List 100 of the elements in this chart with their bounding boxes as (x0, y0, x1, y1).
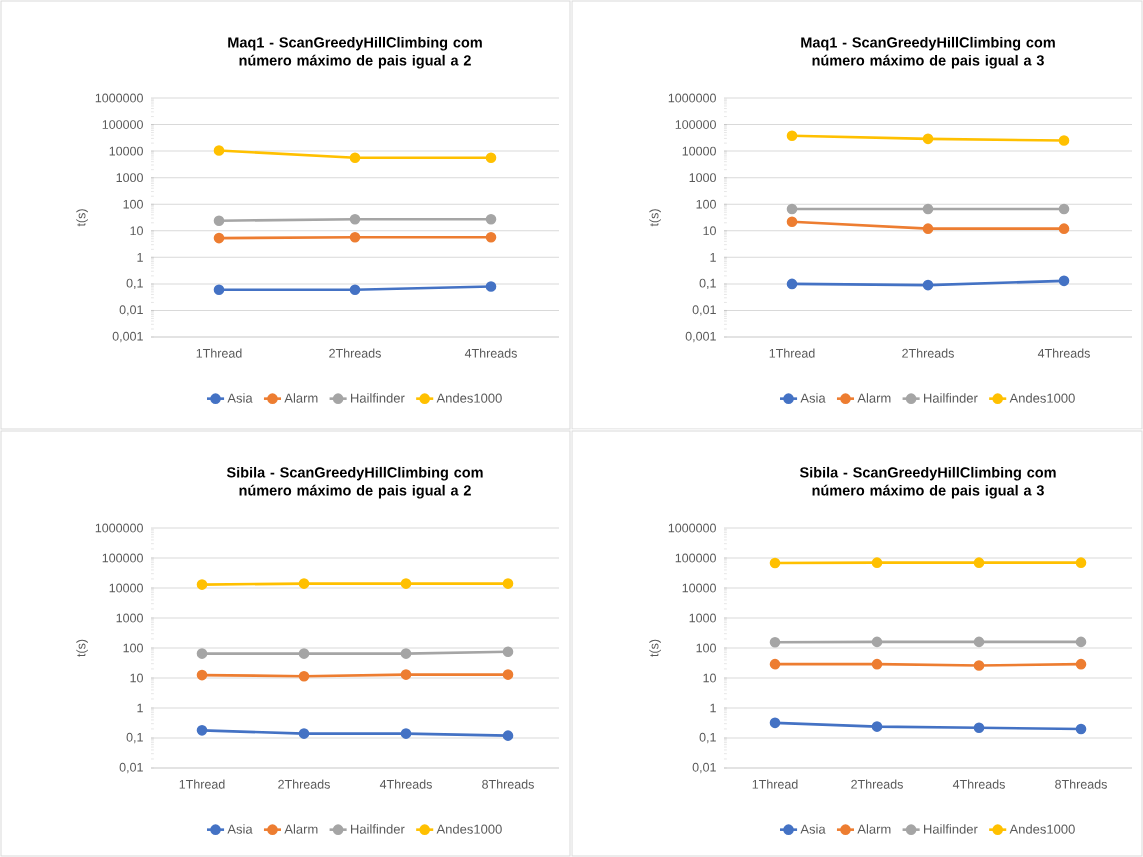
point (1058, 135, 1070, 146)
y-tick-label: 100 (123, 643, 143, 653)
legend-label: Asia (227, 824, 253, 834)
y-tick-label: 0,01 (119, 762, 143, 774)
y-tick-label: 100 (696, 199, 716, 209)
y-tick-label: 1000000 (668, 93, 716, 103)
point (871, 658, 883, 670)
point (196, 579, 208, 590)
y-tick-label: 1000 (689, 173, 716, 183)
y-tick-label: 100000 (675, 120, 716, 129)
x-tick-label: 1Thread (769, 348, 815, 358)
point (786, 203, 798, 215)
legend-label: Andes1000 (436, 824, 502, 834)
y-tick-label: 0,001 (685, 331, 716, 343)
legend-label: Asia (800, 824, 826, 834)
point (349, 231, 361, 243)
y-tick-label: 10000 (109, 583, 143, 593)
y-tick-label: 10 (130, 673, 143, 683)
point (502, 578, 514, 589)
x-tick-label: 2Threads (329, 348, 381, 358)
point (298, 578, 310, 589)
y-tick-label: 0,1 (699, 278, 716, 290)
y-axis-title: t(s) (76, 639, 88, 657)
y-tick-label: 0,001 (112, 331, 143, 343)
y-tick-label: 1 (710, 703, 716, 713)
point (769, 658, 781, 670)
chart-title: Maq1 - ScanGreedyHillClimbing com número máximo de pais igual a 3 (801, 36, 1055, 69)
point (871, 636, 883, 648)
point (400, 578, 412, 589)
y-tick-label: 0,01 (692, 305, 716, 316)
point (196, 669, 208, 681)
point (349, 214, 361, 225)
y-tick-label: 1000000 (95, 523, 143, 533)
chart-title: Sibila - ScanGreedyHillClimbing com número máximo de pais igual a 2 (226, 466, 483, 499)
legend-label: Hailfinder (351, 824, 405, 834)
point (400, 728, 412, 739)
y-axis-title: t(s) (649, 639, 661, 657)
point (485, 281, 497, 292)
point (769, 636, 781, 648)
y-tick-label: 0,1 (126, 278, 143, 290)
point (922, 223, 934, 234)
y-tick-label: 10 (703, 226, 716, 236)
legend-label: Hailfinder (924, 393, 978, 403)
y-tick-label: 0,1 (699, 732, 716, 744)
point (769, 717, 781, 729)
legend-label: Hailfinder (351, 393, 405, 403)
point (786, 278, 798, 290)
x-tick-label: 1Thread (752, 779, 798, 789)
point (196, 725, 208, 736)
y-tick-label: 1000000 (95, 93, 143, 103)
chart-title: Maq1 - ScanGreedyHillClimbing com número máximo de pais igual a 2 (228, 36, 482, 69)
point (502, 730, 514, 741)
y-tick-label: 10000 (682, 146, 716, 156)
legend-label: Alarm (284, 393, 318, 403)
x-tick-label: 2Threads (851, 779, 903, 789)
point (298, 728, 310, 739)
legend-label: Andes1000 (436, 393, 502, 403)
x-tick-label: 2Threads (278, 779, 330, 789)
legend-label: Asia (800, 393, 826, 403)
point (1075, 636, 1087, 648)
y-axis-title: t(s) (76, 209, 88, 227)
legend-label: Asia (227, 393, 253, 403)
y-tick-label: 0,01 (119, 305, 143, 316)
y-tick-label: 100000 (102, 120, 143, 129)
point (485, 152, 497, 164)
point (485, 231, 497, 243)
y-tick-label: 10000 (682, 583, 716, 593)
point (1058, 223, 1070, 234)
point (973, 636, 985, 648)
y-tick-label: 1000 (689, 613, 716, 623)
y-tick-label: 1 (710, 253, 716, 262)
point (786, 216, 798, 227)
y-axis-title: t(s) (649, 209, 661, 227)
chart-title: Sibila - ScanGreedyHillClimbing com número máximo de pais igual a 3 (799, 466, 1056, 499)
x-tick-label: 8Threads (482, 779, 534, 789)
point (1058, 275, 1070, 287)
point (1058, 203, 1070, 215)
y-tick-label: 1000 (116, 613, 143, 623)
point (786, 130, 798, 142)
point (922, 133, 934, 145)
point (502, 669, 514, 680)
x-tick-label: 4Threads (379, 779, 432, 789)
point (973, 557, 985, 568)
y-tick-label: 100 (696, 643, 716, 653)
point (213, 145, 225, 156)
y-tick-label: 100000 (102, 553, 143, 563)
y-tick-label: 10 (703, 673, 716, 683)
point (973, 722, 985, 734)
point (349, 284, 361, 296)
legend-label: Alarm (857, 824, 891, 834)
point (1075, 723, 1087, 735)
legend-label: Andes1000 (1009, 393, 1075, 403)
y-tick-label: 1000 (116, 173, 143, 183)
point (922, 203, 934, 215)
point (871, 721, 883, 732)
x-tick-label: 1Thread (179, 779, 225, 789)
y-tick-label: 1000000 (668, 523, 716, 533)
x-tick-label: 2Threads (902, 348, 954, 358)
point (973, 660, 985, 671)
y-tick-label: 100000 (675, 553, 716, 563)
